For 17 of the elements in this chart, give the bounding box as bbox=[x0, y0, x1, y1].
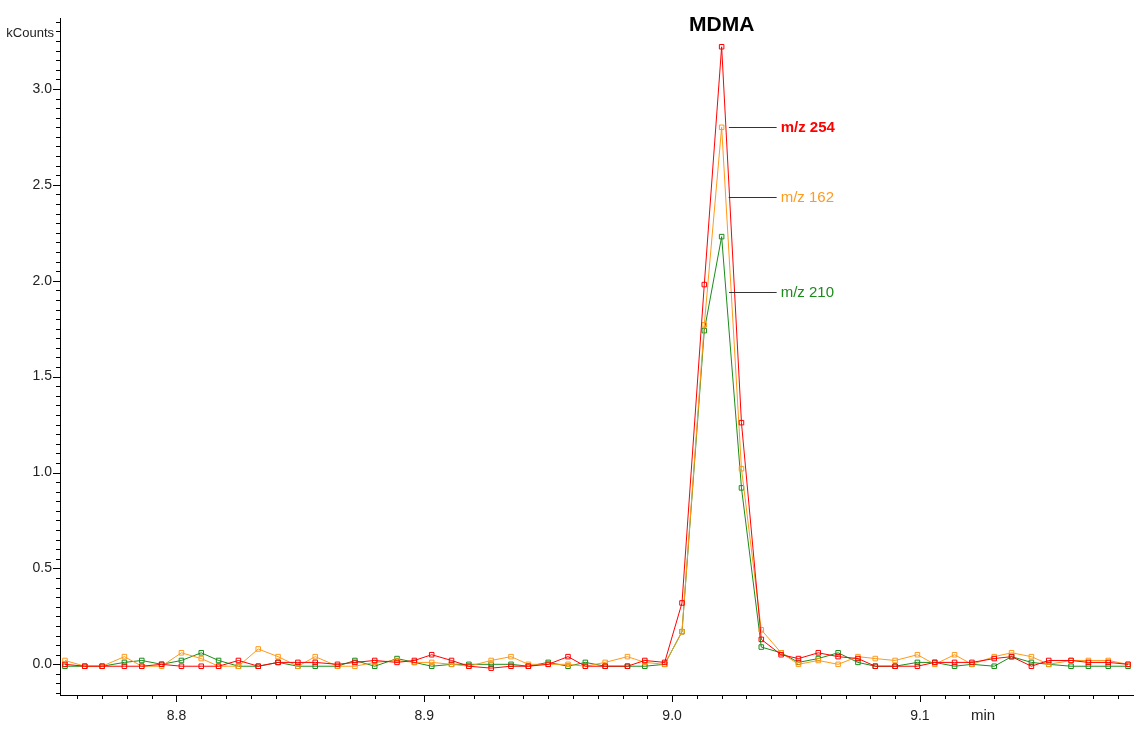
x-tick-label: 8.9 bbox=[414, 707, 435, 724]
y-tick-label: 3.0 bbox=[32, 79, 53, 96]
y-tick-label: 2.5 bbox=[32, 175, 53, 192]
x-tick-label: 8.8 bbox=[166, 707, 187, 724]
annotation: MDMA bbox=[688, 11, 755, 35]
text: m/z 162 bbox=[780, 187, 834, 205]
y-tick-label: 1.0 bbox=[32, 463, 53, 480]
x-tick-label: 9.1 bbox=[910, 707, 930, 724]
y-tick-label: 0.5 bbox=[32, 559, 53, 576]
y-axis-title: kCounts bbox=[6, 24, 55, 40]
x-axis-title: min bbox=[970, 706, 996, 724]
y-tick-label: 1.5 bbox=[32, 367, 53, 384]
text: m/z 254 bbox=[780, 117, 836, 135]
text: m/z 210 bbox=[780, 282, 834, 300]
y-tick-label: 2.0 bbox=[32, 271, 53, 288]
x-tick-label: 9.0 bbox=[662, 707, 683, 724]
y-tick-label: 0.0 bbox=[32, 655, 53, 672]
